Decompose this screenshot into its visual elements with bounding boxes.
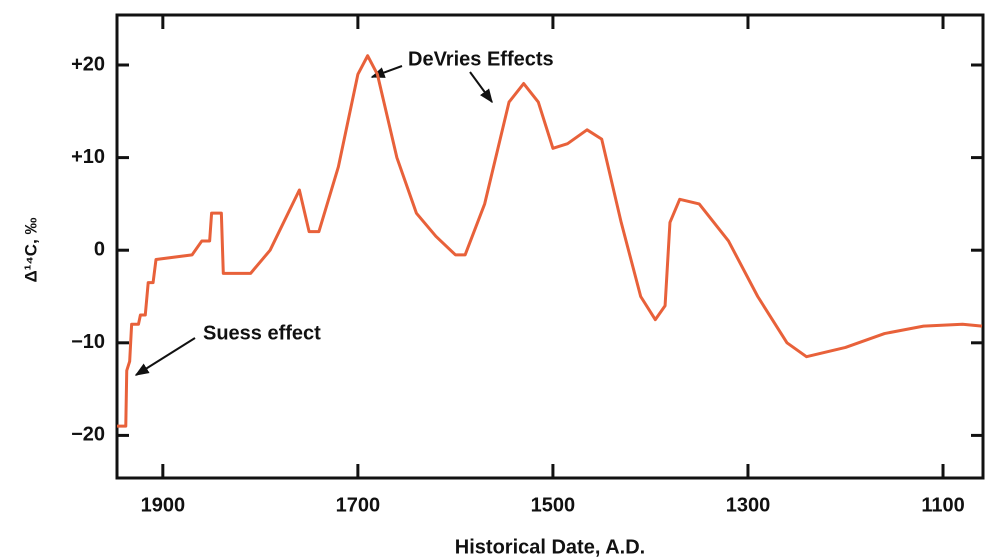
- annotation-arrow: [134, 337, 196, 376]
- annotation-arrow: [469, 71, 493, 104]
- x-tick-label: 1900: [141, 494, 186, 516]
- y-tick-label: +20: [71, 53, 105, 75]
- y-tick-label: 0: [94, 238, 105, 260]
- x-tick-label: 1300: [726, 494, 771, 516]
- y-tick-label: −20: [71, 424, 105, 446]
- y-tick-label: −10: [71, 331, 105, 353]
- x-tick-label: 1500: [531, 494, 576, 516]
- y-axis-label: Δ¹⁴C, ‰: [21, 217, 40, 282]
- x-axis-label: Historical Date, A.D.: [455, 536, 645, 558]
- annotation: Suess effect: [203, 322, 321, 344]
- x-tick-label: 1700: [336, 494, 381, 516]
- data-line: [117, 54, 983, 428]
- plot-frame: [115, 13, 985, 480]
- y-tick-label: +10: [71, 146, 105, 168]
- x-tick-label: 1100: [921, 494, 964, 516]
- annotation: DeVries Effects: [408, 48, 554, 70]
